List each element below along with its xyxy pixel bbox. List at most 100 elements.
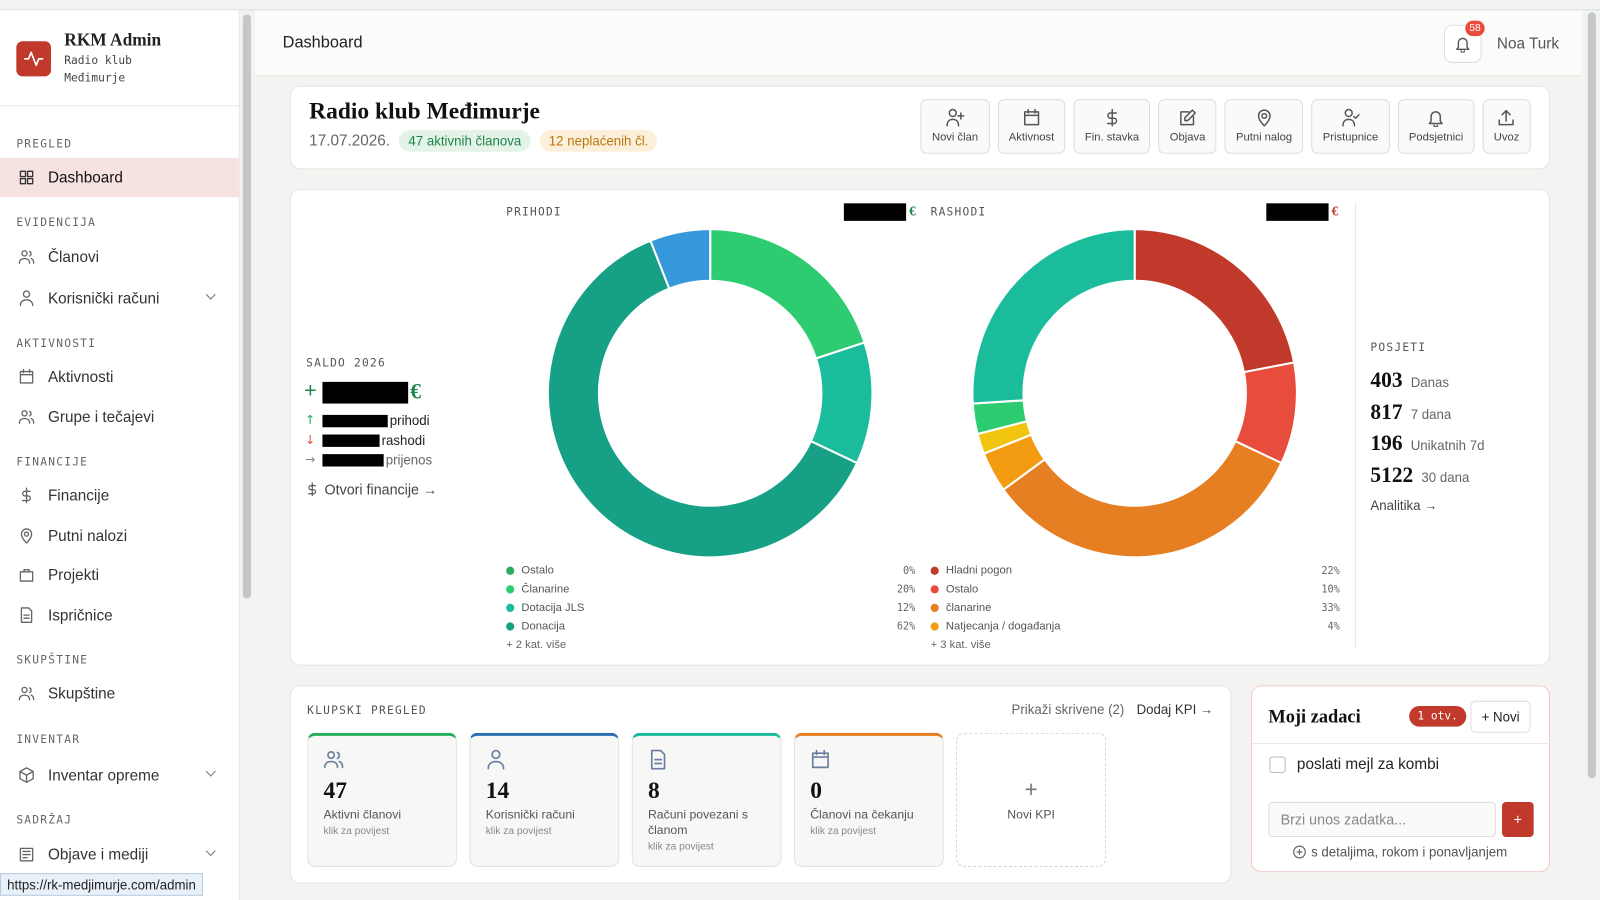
club-date: 17.07.2026.	[309, 132, 391, 150]
sidebar: RKM Admin Radio klub Međimurje PREGLED Dash…	[0, 10, 240, 900]
finance-link[interactable]: Otvori financije →	[305, 481, 437, 497]
brand-subtitle: Radio klub Međimurje	[64, 53, 132, 85]
legend-value: 62%	[897, 620, 915, 632]
icon	[1498, 109, 1515, 126]
finance-card	[289, 188, 1550, 666]
legend-value: 33%	[1321, 602, 1339, 614]
action-button[interactable]: Podsjetnici	[1397, 99, 1475, 154]
task-details-text: s detaljima, rokom i ponavljanjem	[1311, 844, 1508, 860]
nav-item[interactable]: Ispričnice	[0, 596, 239, 635]
legend-label: Ostalo	[521, 565, 553, 577]
kpi-label: Aktivni članovi	[323, 807, 402, 822]
show-hidden[interactable]: Prikaži skrivene (2)	[1011, 701, 1125, 718]
nav-item[interactable]: Inventar opreme	[0, 755, 239, 794]
kpi-card[interactable]: 8 Računi povezani s članom klik za povijes…	[631, 732, 782, 867]
legend-value: 0%	[903, 565, 915, 577]
icon	[18, 250, 35, 264]
visit-stat: 5122 30 dana	[1370, 462, 1469, 488]
icon	[308, 482, 317, 497]
legend-label: Hladni pogon	[946, 565, 1012, 577]
donut-segment	[709, 228, 866, 360]
icon	[1179, 109, 1196, 126]
legend-more: + 2 kat. više	[506, 639, 566, 651]
finance-line: prijenos	[385, 452, 433, 468]
nav-label: Inventar opreme	[47, 766, 160, 784]
nav-section: EVIDENCIJA	[16, 215, 97, 230]
legend-swatch	[506, 603, 515, 613]
donut-segment	[1133, 228, 1296, 374]
nav-label: Skupštine	[47, 684, 116, 703]
nav-section: SADRŽAJ	[16, 813, 73, 827]
legend-swatch	[506, 622, 515, 631]
icon	[19, 569, 34, 582]
nav-item[interactable]: Putni nalozi	[0, 516, 239, 555]
add-kpi[interactable]: Dodaj KPI →	[1136, 701, 1214, 718]
new-kpi[interactable]: + Novi KPI	[956, 732, 1107, 867]
kpi-card[interactable]: 14 Korisnički računi klik za povijest	[469, 732, 620, 867]
nav-item[interactable]: Financije	[0, 476, 239, 515]
redacted	[843, 203, 907, 221]
visits-title: POSJETI	[1370, 340, 1427, 355]
club-badge: 12 neplaćenih čl.	[539, 130, 658, 152]
nav-label: Objave i mediji	[47, 845, 149, 864]
new-kpi-label: Novi KPI	[1007, 807, 1055, 822]
nav-item[interactable]: Objave i mediji	[0, 835, 239, 874]
action-button[interactable]: Putni nalog	[1224, 99, 1304, 154]
icon	[20, 528, 33, 544]
action-button[interactable]: Objava	[1158, 99, 1217, 154]
action-button[interactable]: Pristupnice	[1311, 99, 1390, 154]
nav-label: Dashboard	[47, 168, 123, 187]
legend-swatch	[930, 585, 939, 594]
page-title: Dashboard	[282, 34, 363, 52]
visit-label: 7 dana	[1410, 406, 1452, 422]
nav-item[interactable]: Grupe i tečajevi	[0, 397, 239, 436]
action-button[interactable]: Fin. stavka	[1073, 99, 1151, 154]
donut-segment	[649, 228, 712, 290]
task-input[interactable]: Brzi unos zadatka...	[1268, 801, 1496, 838]
nav-item[interactable]: Korisnički računi	[0, 279, 239, 318]
action-label: Podsjetnici	[1408, 131, 1464, 144]
tasks-card: Moji zadaci 1 otv. + Novi poslati mejl za k…	[1251, 685, 1550, 873]
nav-label: Putni nalozi	[47, 526, 128, 545]
finance-line: rashodi	[381, 432, 426, 448]
action-label: Novi član	[931, 131, 979, 144]
brand-title: RKM Admin	[64, 29, 162, 50]
task-checkbox[interactable]	[1269, 756, 1286, 774]
nav-item[interactable]: Članovi	[0, 237, 239, 276]
action-button[interactable]: Uvoz	[1482, 99, 1531, 154]
icon	[1341, 108, 1360, 127]
icon	[946, 108, 965, 127]
nav-item[interactable]: Dashboard	[0, 157, 239, 198]
kpi-value: 8	[647, 777, 660, 803]
notification-badge: 58	[1465, 20, 1485, 37]
action-button[interactable]: Aktivnost	[997, 99, 1066, 154]
nav-item[interactable]: Aktivnosti	[0, 357, 239, 396]
redacted	[322, 381, 409, 404]
visits-link[interactable]: Analitika →	[1370, 497, 1438, 513]
nav-item[interactable]: Skupštine	[0, 674, 239, 713]
nav-label: Ispričnice	[47, 606, 113, 624]
icon	[811, 749, 829, 769]
club-badge: 47 aktivnih članova	[399, 130, 531, 152]
icon	[19, 170, 34, 185]
arrow: ↓	[305, 432, 316, 447]
brand-logo	[16, 41, 52, 77]
icon	[20, 607, 33, 624]
kpi-card[interactable]: 47 Aktivni članovi klik za povijest	[307, 732, 458, 867]
action-button[interactable]: Novi član	[920, 99, 990, 154]
task-add[interactable]: +	[1502, 801, 1534, 838]
user-name[interactable]: Noa Turk	[1496, 35, 1560, 53]
finance-line: prihodi	[389, 412, 430, 429]
kpi-label: Članovi na čekanju	[810, 807, 914, 822]
icon	[1023, 108, 1040, 126]
nav-item[interactable]: Projekti	[0, 555, 239, 594]
new-task[interactable]: + Novi	[1470, 700, 1531, 733]
legend-label: članarine	[946, 602, 991, 614]
icon	[19, 847, 34, 862]
task-details[interactable]: s detaljima, rokom i ponavljanjem	[1252, 844, 1548, 860]
kpi-card[interactable]: 0 Članovi na čekanju klik za povijest	[793, 732, 944, 867]
